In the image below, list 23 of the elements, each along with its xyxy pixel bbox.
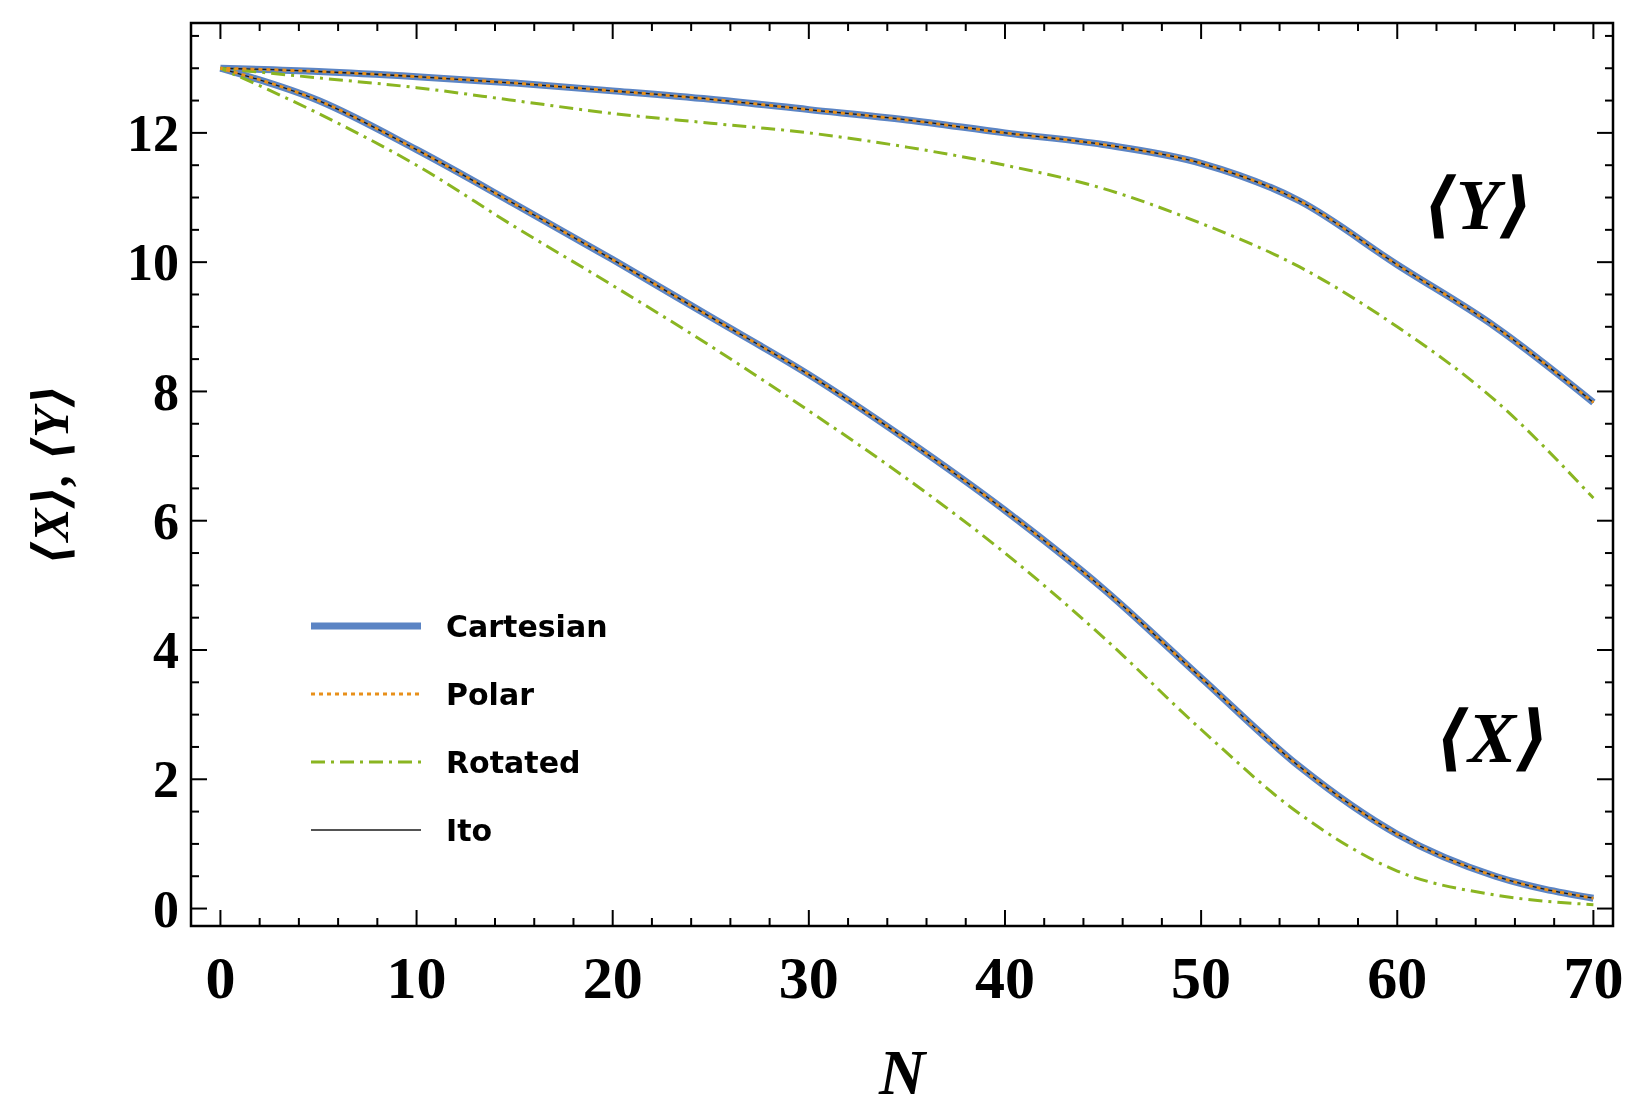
x-tick-label: 40 bbox=[974, 945, 1035, 1011]
x-tick-label: 20 bbox=[582, 945, 643, 1011]
legend-label: Cartesian bbox=[446, 608, 608, 644]
x-axis-title: N bbox=[877, 1037, 928, 1108]
x-tick-label: 30 bbox=[778, 945, 839, 1011]
annotation: ⟨Y⟩ bbox=[1423, 164, 1533, 245]
x-tick-label: 0 bbox=[205, 945, 236, 1011]
y-tick-label: 8 bbox=[153, 363, 179, 421]
x-tick-label: 60 bbox=[1367, 945, 1428, 1011]
y-tick-label: 0 bbox=[153, 880, 179, 938]
legend-label: Rotated bbox=[446, 744, 581, 780]
y-tick-label: 12 bbox=[127, 105, 179, 163]
y-tick-label: 6 bbox=[153, 492, 179, 550]
y-tick-label: 4 bbox=[153, 622, 179, 680]
legend-label: Polar bbox=[446, 676, 535, 712]
x-tick-label: 10 bbox=[386, 945, 447, 1011]
y-tick-label: 2 bbox=[153, 751, 179, 809]
x-tick-label: 70 bbox=[1563, 945, 1624, 1011]
annotation: ⟨X⟩ bbox=[1435, 697, 1550, 778]
x-tick-label: 50 bbox=[1171, 945, 1232, 1011]
y-tick-label: 10 bbox=[127, 234, 179, 292]
y-axis-title: ⟨X⟩, ⟨Y⟩ bbox=[23, 384, 79, 565]
legend-label: Ito bbox=[446, 812, 493, 848]
